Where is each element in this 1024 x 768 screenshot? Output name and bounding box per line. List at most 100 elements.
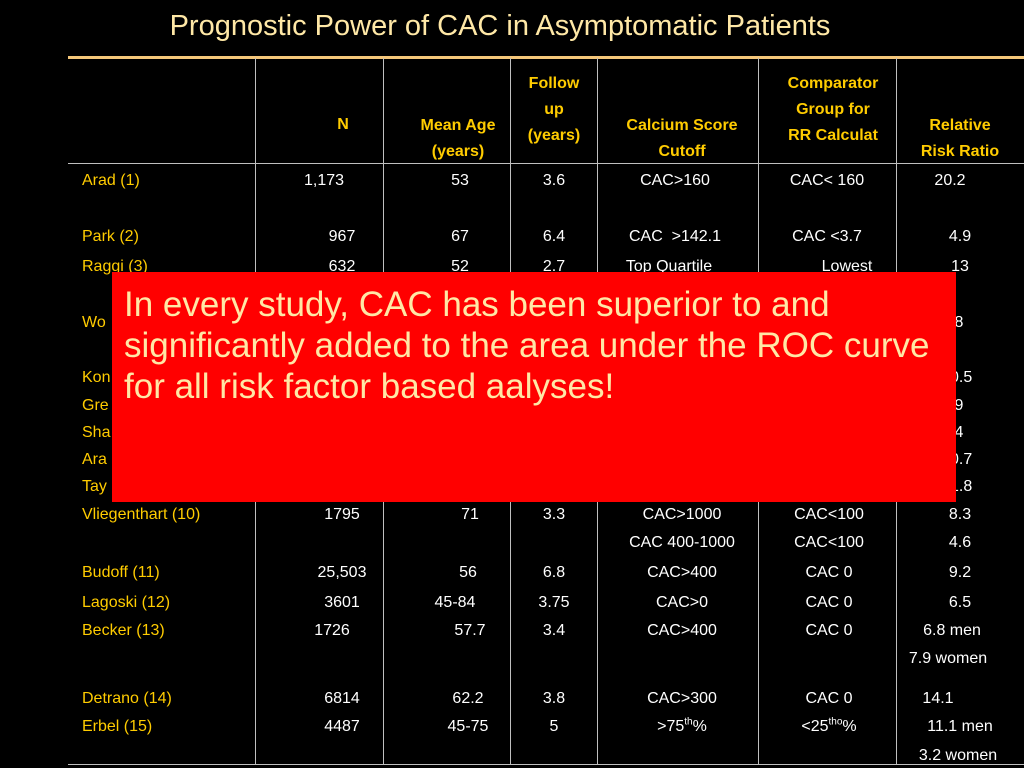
cell-mean-age: 57.7	[454, 622, 486, 639]
cell-cutoff: CAC 400-1000	[629, 534, 735, 551]
study-name-partial: Ara	[82, 451, 107, 468]
cell-n: 632	[328, 258, 356, 275]
cell-mean-age: 62.2	[452, 690, 484, 707]
header-comparator-line: RR Calculat	[788, 127, 878, 144]
cell-relative-risk: 1.8	[950, 478, 973, 495]
header-mean-age-line: Mean Age	[420, 117, 496, 134]
cell-follow-up: 3.6	[542, 172, 566, 189]
study-name: Becker (13)	[82, 622, 165, 639]
cell-comparator: <25tho%	[762, 717, 896, 737]
header-divider	[68, 163, 1024, 164]
cell-n: 1,173	[303, 172, 345, 189]
cell-n: 3601	[324, 594, 360, 611]
header-comparator-line: Group for	[796, 101, 870, 118]
cutoff-value: >75	[657, 718, 685, 735]
cell-relative-risk: 6.5	[948, 594, 972, 611]
title-rule	[68, 56, 1024, 59]
cell-mean-age: 53	[451, 172, 469, 189]
cell-mean-age: 67	[451, 228, 469, 245]
header-comparator-line: Comparator	[787, 75, 879, 92]
header-calcium-cutoff-line: Cutoff	[658, 143, 706, 160]
table-bottom-rule	[68, 764, 1024, 765]
header-follow-up-line: (years)	[527, 127, 581, 144]
comparator-suffix: %	[842, 718, 857, 735]
cell-cutoff: CAC>300	[647, 690, 717, 707]
cell-n: 4487	[324, 718, 360, 735]
header-relative-risk: Relative Risk Ratio	[898, 113, 1022, 165]
comparator-superscript: tho	[828, 716, 843, 728]
study-name: Raggi (3)	[82, 258, 148, 275]
cell-comparator: CAC 0	[805, 594, 853, 611]
cell-cutoff: CAC>400	[647, 622, 717, 639]
cell-cutoff: CAC>160	[640, 172, 710, 189]
study-name: Budoff (11)	[82, 564, 160, 581]
cell-comparator: CAC<100	[794, 534, 864, 551]
header-relative-risk-line: Risk Ratio	[920, 143, 1000, 160]
header-relative-risk-line: Relative	[929, 117, 991, 134]
cell-relative-risk: 11.1 men	[927, 718, 993, 735]
comparator-value: <25	[801, 718, 829, 735]
cell-follow-up: 6.4	[542, 228, 566, 245]
header-comparator: Comparator Group for RR Calculat	[758, 71, 908, 149]
cell-relative-risk: 4.6	[948, 534, 972, 551]
study-name-partial: Wo	[82, 314, 106, 331]
cell-n: 1726	[314, 622, 350, 639]
cell-relative-risk: 9.2	[948, 564, 972, 581]
study-name-partial: Kon	[82, 369, 111, 386]
cell-mean-age: 56	[459, 564, 477, 581]
cell-relative-risk: 4.9	[948, 228, 972, 245]
cell-mean-age: 45-84	[434, 594, 476, 611]
cell-comparator: CAC 0	[805, 564, 853, 581]
cell-cutoff: CAC>0	[655, 594, 709, 611]
cutoff-suffix: %	[692, 718, 707, 735]
study-name: Park (2)	[82, 228, 139, 245]
cell-cutoff: CAC>1000	[642, 506, 722, 523]
cell-mean-age: 71	[461, 506, 479, 523]
header-follow-up: Follow up (years)	[512, 71, 596, 149]
cell-relative-risk: 7.9 women	[908, 650, 988, 667]
cell-follow-up: 6.8	[542, 564, 566, 581]
cell-cutoff: CAC>400	[647, 564, 717, 581]
cell-relative-risk: 20.2	[934, 172, 966, 189]
header-calcium-cutoff: Calcium Score Cutoff	[600, 113, 764, 165]
cell-comparator: CAC 0	[805, 622, 853, 639]
header-n: N	[300, 112, 386, 138]
cell-relative-risk: 6.8 men	[923, 622, 981, 639]
slide-title: Prognostic Power of CAC in Asymptomatic …	[169, 10, 831, 42]
cell-follow-up: 3.4	[542, 622, 566, 639]
cell-relative-risk: 8.3	[948, 506, 972, 523]
cell-follow-up: 5	[549, 718, 559, 735]
cell-relative-risk: .8	[950, 314, 964, 331]
study-name: Vliegenthart (10)	[82, 506, 201, 523]
cell-n: 1795	[324, 506, 360, 523]
cell-n: 967	[328, 228, 356, 245]
header-follow-up-line: up	[544, 101, 564, 118]
cell-relative-risk: 0.7	[950, 451, 973, 468]
cell-n: 6814	[324, 690, 360, 707]
callout-box: In every study, CAC has been superior to…	[112, 272, 956, 502]
cell-relative-risk: 14.1	[922, 690, 954, 707]
cell-cutoff: CAC >142.1	[628, 228, 722, 245]
header-calcium-cutoff-line: Calcium Score	[626, 117, 738, 134]
cutoff-superscript: th	[684, 716, 693, 728]
cell-mean-age: 52	[451, 258, 469, 275]
cell-n: 25,503	[317, 564, 367, 581]
cell-relative-risk: 3.2 women	[918, 747, 998, 764]
cell-comparator: CAC <3.7	[792, 228, 862, 245]
cell-follow-up: 2.7	[542, 258, 566, 275]
callout-text: In every study, CAC has been superior to…	[124, 285, 930, 406]
cell-comparator: Lowest	[821, 258, 873, 275]
cell-relative-risk: 0.5	[950, 369, 973, 386]
cell-comparator: CAC<100	[794, 506, 864, 523]
cell-mean-age: 45-75	[447, 718, 489, 735]
header-n-line: N	[337, 116, 349, 133]
header-mean-age-line: (years)	[431, 143, 485, 160]
cell-relative-risk: 13	[951, 258, 969, 275]
header-mean-age: Mean Age (years)	[403, 113, 513, 165]
cell-relative-risk: .9	[950, 397, 964, 414]
cell-cutoff: >75th%	[607, 717, 757, 737]
study-name: Erbel (15)	[82, 718, 153, 735]
cell-follow-up: 3.3	[542, 506, 566, 523]
header-follow-up-line: Follow	[528, 75, 580, 92]
study-name: Detrano (14)	[82, 690, 172, 707]
